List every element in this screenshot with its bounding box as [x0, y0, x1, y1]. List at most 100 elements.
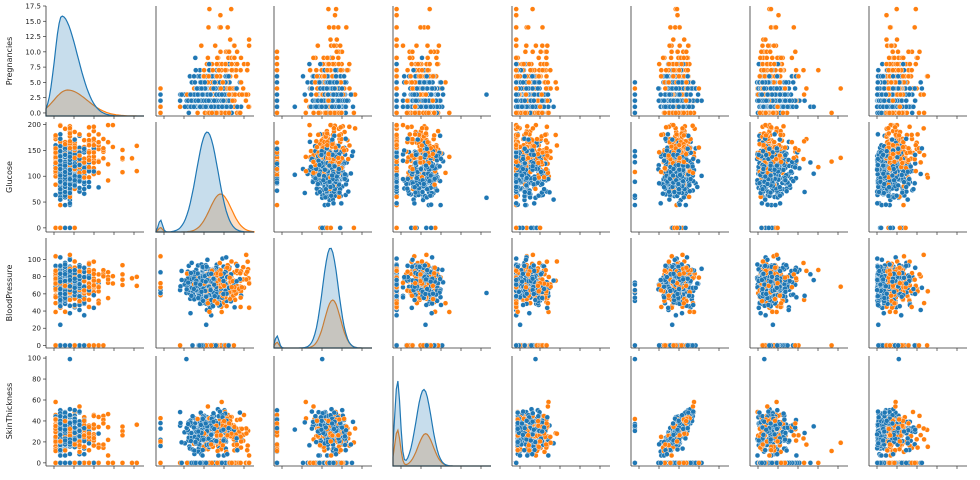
data-point: [58, 197, 63, 202]
data-point: [53, 193, 58, 198]
data-point: [791, 80, 796, 85]
data-point: [829, 110, 834, 115]
data-point: [684, 98, 689, 103]
data-point: [308, 132, 313, 137]
data-point: [72, 225, 77, 230]
data-point: [514, 110, 519, 115]
data-point: [72, 164, 77, 169]
data-point: [91, 160, 96, 165]
data-point: [394, 92, 399, 97]
data-point: [401, 177, 406, 182]
data-point: [888, 25, 893, 30]
data-point: [309, 86, 314, 91]
data-point: [882, 98, 887, 103]
data-point: [330, 55, 335, 60]
data-point: [544, 49, 549, 54]
data-point: [192, 80, 197, 85]
data-point: [894, 7, 899, 12]
data-point: [213, 43, 218, 48]
data-point: [394, 62, 399, 67]
y-tick-label: 2.5: [30, 94, 41, 102]
data-point: [430, 86, 435, 91]
y-tick-label: 10.0: [25, 48, 41, 56]
data-point: [63, 152, 68, 157]
data-point: [412, 92, 417, 97]
data-point: [275, 80, 280, 85]
data-point: [67, 225, 72, 230]
data-point: [336, 156, 341, 161]
data-point: [245, 62, 250, 67]
data-point: [58, 167, 63, 172]
data-point: [757, 110, 762, 115]
data-point: [311, 110, 316, 115]
data-point: [339, 201, 344, 206]
data-point: [326, 98, 331, 103]
data-point: [331, 201, 336, 206]
data-point: [336, 62, 341, 67]
data-point: [760, 80, 765, 85]
data-point: [227, 110, 232, 115]
data-point: [311, 55, 316, 60]
data-point: [772, 62, 777, 67]
data-point: [72, 145, 77, 150]
data-point: [771, 110, 776, 115]
data-point: [208, 92, 213, 97]
data-point: [913, 7, 918, 12]
data-point: [671, 37, 676, 42]
data-point: [195, 92, 200, 97]
panel-r0-c0: [46, 6, 144, 119]
data-point: [303, 154, 308, 159]
data-point: [775, 104, 780, 109]
data-point: [327, 163, 332, 168]
data-point: [540, 98, 545, 103]
data-point: [401, 104, 406, 109]
data-point: [405, 68, 410, 73]
data-point: [309, 92, 314, 97]
data-point: [632, 80, 637, 85]
data-point: [417, 80, 422, 85]
data-point: [912, 25, 917, 30]
data-point: [87, 165, 92, 170]
data-point: [96, 170, 101, 175]
data-point: [536, 74, 541, 79]
data-point: [63, 170, 68, 175]
data-point: [202, 68, 207, 73]
data-point: [336, 98, 341, 103]
data-point: [776, 13, 781, 18]
data-point: [768, 49, 773, 54]
data-point: [96, 185, 101, 190]
data-point: [317, 190, 322, 195]
panel-r0-c4: [512, 6, 610, 119]
data-point: [195, 110, 200, 115]
kde-Glucose-blue: [156, 132, 254, 232]
data-point: [880, 74, 885, 79]
data-point: [314, 104, 319, 109]
data-point: [896, 49, 901, 54]
data-point: [53, 133, 58, 138]
data-point: [875, 80, 880, 85]
data-point: [907, 62, 912, 67]
data-point: [906, 74, 911, 79]
data-point: [333, 68, 338, 73]
data-point: [801, 68, 806, 73]
data-point: [315, 74, 320, 79]
data-point: [405, 98, 410, 103]
data-point: [234, 74, 239, 79]
data-point: [218, 86, 223, 91]
data-point: [193, 68, 198, 73]
data-point: [246, 104, 251, 109]
data-point: [244, 92, 249, 97]
data-point: [325, 55, 330, 60]
data-point: [343, 136, 348, 141]
data-point: [221, 98, 226, 103]
data-point: [891, 86, 896, 91]
panel-r0-c2: [274, 6, 372, 119]
data-point: [514, 43, 519, 48]
data-point: [58, 203, 63, 208]
data-point: [215, 55, 220, 60]
data-point: [892, 55, 897, 60]
data-point: [275, 203, 280, 208]
data-point: [304, 169, 309, 174]
data-point: [671, 104, 676, 109]
data-point: [58, 149, 63, 154]
